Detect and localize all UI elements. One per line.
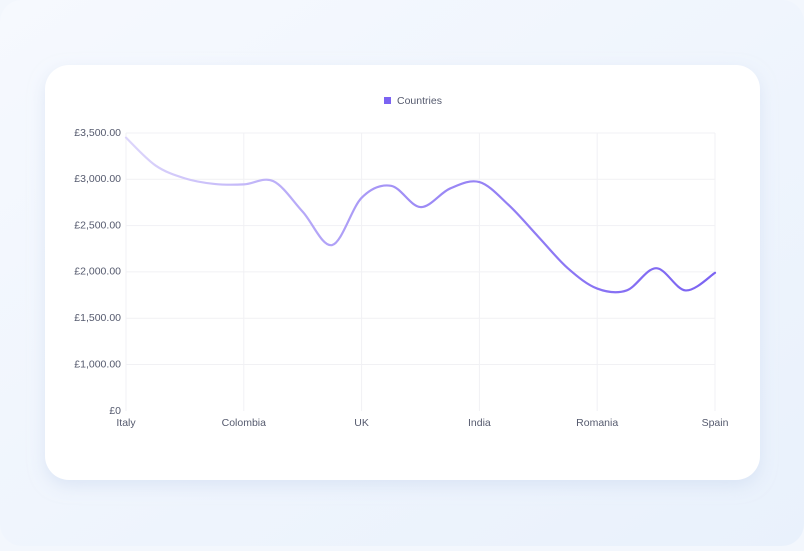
y-tick-label: £1,000.00 [74,358,121,370]
legend-swatch [384,97,391,104]
y-tick-label: £2,500.00 [74,219,121,231]
legend: Countries [384,95,442,107]
y-tick-label: £0 [109,405,121,417]
y-tick-label: £3,000.00 [74,173,121,185]
y-tick-label: £3,500.00 [74,127,121,139]
x-tick-label: Colombia [222,417,267,429]
x-tick-label: Italy [116,417,136,429]
x-tick-label: Romania [576,417,618,429]
x-tick-label: Spain [702,417,729,429]
x-tick-label: UK [354,417,369,429]
y-tick-label: £1,500.00 [74,312,121,324]
card [45,65,760,480]
x-tick-label: India [468,417,491,429]
legend-label: Countries [397,95,442,107]
y-tick-label: £2,000.00 [74,266,121,278]
line [124,136,717,294]
